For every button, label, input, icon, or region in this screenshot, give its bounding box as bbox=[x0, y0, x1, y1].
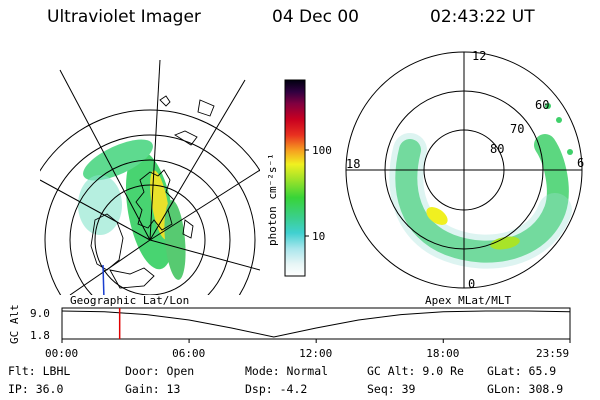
door-info: Door: Open bbox=[125, 364, 195, 378]
geographic-map bbox=[40, 59, 260, 295]
oval-bright-spot bbox=[426, 207, 448, 225]
aurora-diffuse bbox=[78, 175, 122, 235]
colorbar-unit-label: photon cm⁻²s⁻¹ bbox=[266, 153, 279, 246]
emission-dot bbox=[556, 117, 562, 123]
timeline-x-tick-label: 06:00 bbox=[172, 347, 205, 360]
aurora-band-glow bbox=[125, 150, 175, 270]
geographic-grid bbox=[40, 59, 260, 295]
mlt-label-12: 12 bbox=[472, 49, 486, 63]
lat-label-80: 80 bbox=[490, 142, 504, 156]
polar-grid bbox=[345, 51, 583, 289]
emission-dot bbox=[567, 149, 573, 155]
timeline-ymin-label: 1.8 bbox=[30, 329, 50, 342]
dsp-info: Dsp: -4.2 bbox=[245, 382, 308, 396]
oval-bright-segment bbox=[490, 236, 520, 250]
mlt-label-0: 0 bbox=[468, 277, 475, 291]
altitude-timeline: GC Alt 9.0 1.8 00:00 06:00 12:00 18:00 23:59 bbox=[8, 304, 571, 360]
aurora-band-lower bbox=[164, 200, 186, 280]
coastlines bbox=[90, 95, 215, 289]
mlt-label-18: 18 bbox=[346, 157, 360, 171]
mode-info: Mode: Normal bbox=[245, 364, 329, 378]
observation-date: 04 Dec 00 bbox=[272, 7, 359, 27]
sub-satellite-track bbox=[102, 264, 105, 295]
ip-info: IP: 36.0 bbox=[8, 382, 64, 396]
polar-plot: 12 18 6 0 60 70 80 bbox=[345, 49, 584, 291]
timeline-ymax-label: 9.0 bbox=[30, 307, 50, 320]
filter-info: Flt: LBHL bbox=[8, 364, 71, 378]
gain-info: Gain: 13 bbox=[125, 382, 181, 396]
emission-dot bbox=[545, 103, 551, 109]
lat-label-60: 60 bbox=[535, 98, 549, 112]
timeline-x-tick-label: 23:59 bbox=[536, 347, 569, 360]
auroral-oval bbox=[395, 134, 569, 263]
intensity-colorbar: 100 10 photon cm⁻²s⁻¹ bbox=[266, 79, 332, 277]
timeline-frame bbox=[61, 307, 571, 340]
timeline-y-axis-label: GC Alt bbox=[8, 304, 21, 344]
apex-coord-label: Apex MLat/MLT bbox=[425, 294, 512, 307]
auroral-oval-diffuse bbox=[389, 133, 572, 269]
aurora-band-upper bbox=[83, 139, 153, 181]
mlt-label-6: 6 bbox=[577, 156, 584, 170]
timeline-x-tick-label: 12:00 bbox=[299, 347, 332, 360]
instrument-title: Ultraviolet Imager bbox=[47, 7, 201, 27]
gc-alt-info: GC Alt: 9.0 Re bbox=[367, 364, 464, 378]
glon-info: GLon: 308.9 bbox=[487, 382, 564, 396]
colorbar-gradient bbox=[284, 79, 306, 277]
observation-time: 02:43:22 UT bbox=[430, 7, 535, 27]
seq-info: Seq: 39 bbox=[367, 382, 416, 396]
colorbar-label-100: 100 bbox=[312, 144, 332, 157]
colorbar-label-10: 10 bbox=[312, 230, 325, 243]
glat-info: GLat: 65.9 bbox=[487, 364, 557, 378]
geographic-coord-label: Geographic Lat/Lon bbox=[70, 294, 190, 307]
altitude-curve bbox=[61, 310, 570, 338]
timeline-x-tick-label: 18:00 bbox=[426, 347, 459, 360]
timeline-x-tick-label: 00:00 bbox=[45, 347, 78, 360]
lat-label-70: 70 bbox=[510, 122, 524, 136]
